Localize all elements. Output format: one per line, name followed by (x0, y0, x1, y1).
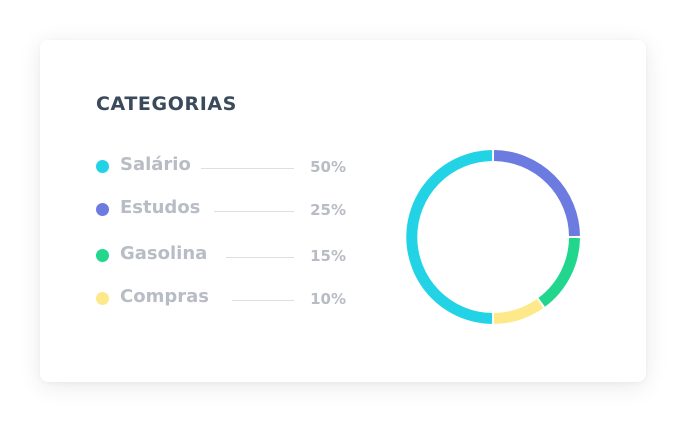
legend-item-compras: Compras 10% (96, 286, 346, 310)
legend-label-salario: Salário (120, 154, 191, 175)
donut-slice-compras (493, 298, 544, 324)
legend-label-compras: Compras (120, 286, 209, 307)
card-title: CATEGORIAS (96, 93, 237, 115)
legend-dot-gasolina (96, 249, 109, 262)
legend-dot-compras (96, 292, 109, 305)
legend-value-salario: 50% (310, 158, 346, 176)
legend-label-gasolina: Gasolina (120, 243, 208, 264)
legend-value-compras: 10% (310, 290, 346, 308)
legend-value-gasolina: 15% (310, 247, 346, 265)
legend-label-estudos: Estudos (120, 197, 201, 218)
legend-leader-line (226, 257, 294, 258)
donut-slice-gasolina (538, 237, 580, 307)
donut-slice-estudos (493, 150, 580, 237)
categories-card: CATEGORIAS Salário 50% Estudos 25% Gasol… (40, 40, 646, 382)
legend-leader-line (214, 211, 294, 212)
legend-leader-line (201, 168, 294, 169)
legend-value-estudos: 25% (310, 201, 346, 219)
legend-item-gasolina: Gasolina 15% (96, 243, 346, 267)
legend-leader-line (232, 300, 294, 301)
donut-chart (406, 150, 580, 324)
donut-slice-salario (406, 150, 493, 324)
legend-dot-salario (96, 160, 109, 173)
legend-item-salario: Salário 50% (96, 154, 346, 178)
legend-item-estudos: Estudos 25% (96, 197, 346, 221)
legend-dot-estudos (96, 203, 109, 216)
